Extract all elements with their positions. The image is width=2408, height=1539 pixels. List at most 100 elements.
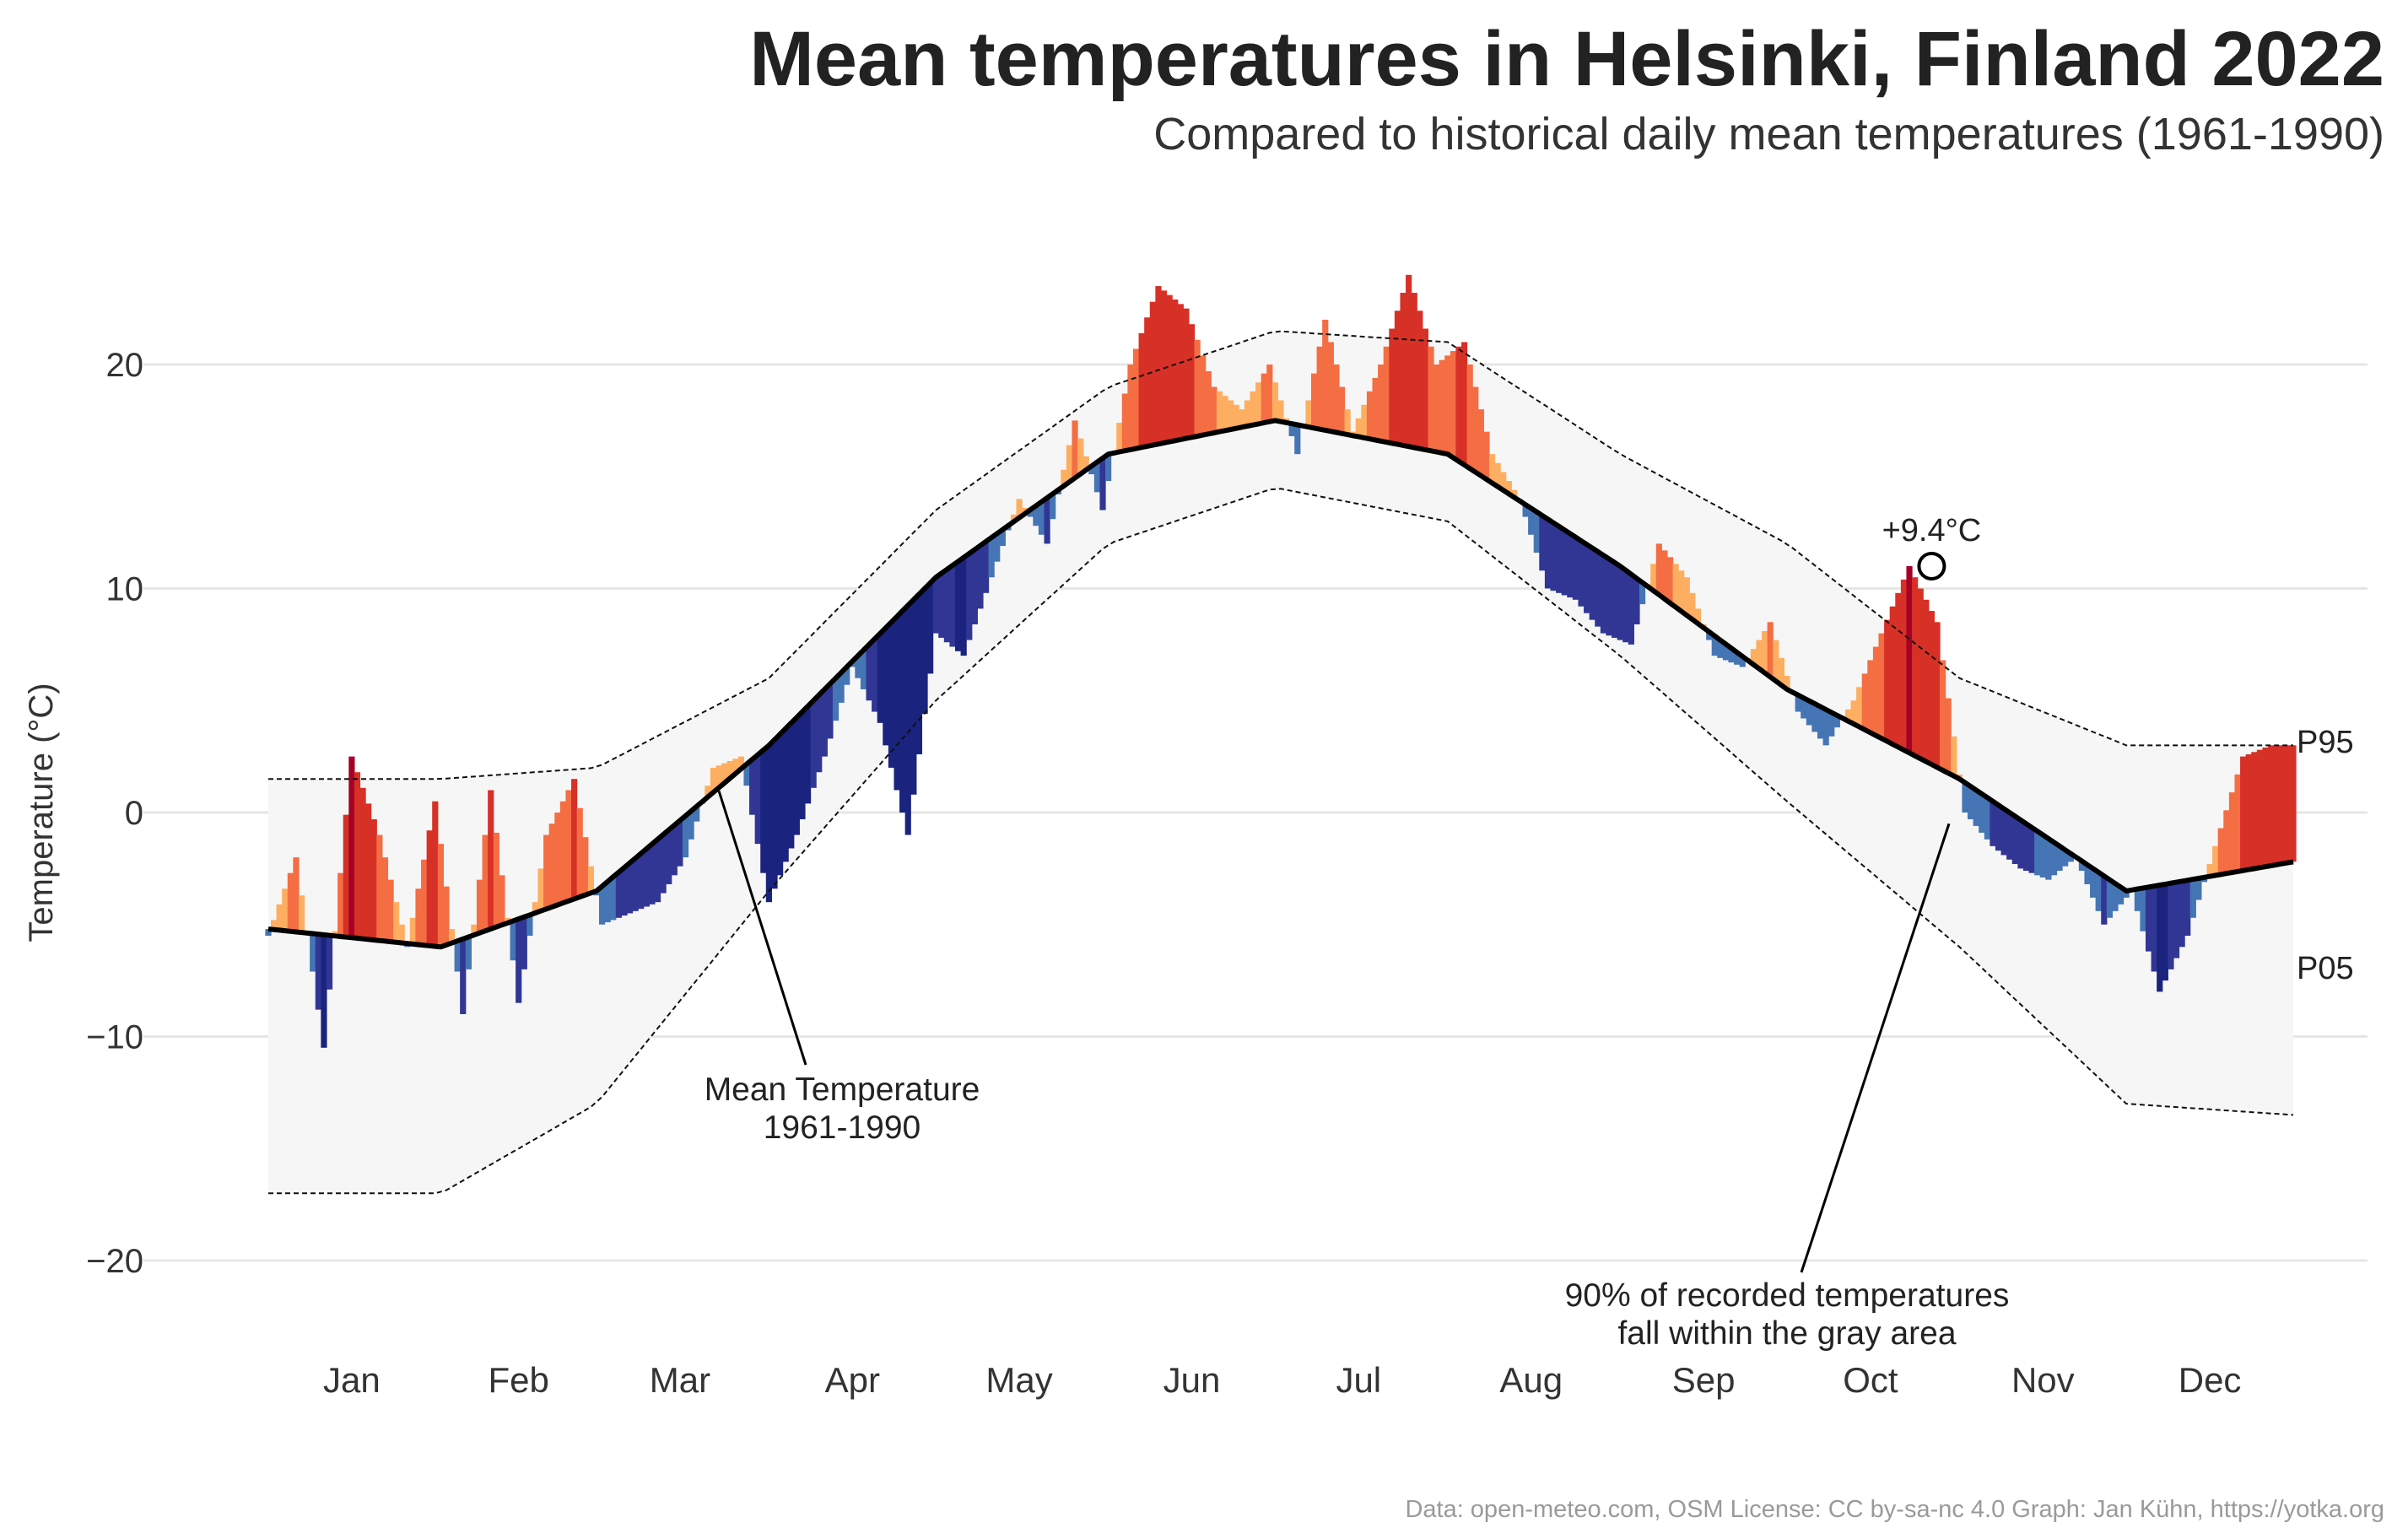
anomaly-bar (599, 886, 606, 925)
mean-annotation-label: 1961-1990 (764, 1110, 921, 1146)
anomaly-bar (1394, 310, 1401, 445)
anomaly-bar (398, 924, 405, 943)
anomaly-bar (1544, 519, 1552, 589)
anomaly-bar (415, 888, 422, 945)
anomaly-bar (660, 834, 667, 894)
anomaly-bar (1183, 308, 1190, 439)
anomaly-bar (954, 561, 962, 651)
anomaly-bar (1310, 373, 1318, 429)
anomaly-bar (1539, 515, 1546, 571)
anomaly-bar (1711, 635, 1718, 656)
anomaly-bar (1617, 565, 1623, 640)
anomaly-bar (381, 857, 389, 942)
anomaly-bar (1622, 570, 1629, 643)
mean-leader-line (717, 790, 807, 1066)
p05-label: P05 (2297, 951, 2354, 986)
anomaly-bar (326, 935, 333, 990)
anomaly-bar (1533, 511, 1540, 554)
anomaly-bar (454, 941, 461, 972)
anomaly-bar (1316, 346, 1323, 429)
anomaly-bar (1572, 537, 1579, 600)
x-tick-label: Feb (489, 1360, 549, 1400)
anomaly-bar (287, 872, 294, 932)
anomaly-bar (782, 728, 789, 862)
anomaly-bar (1505, 481, 1512, 494)
anomaly-bar (1595, 551, 1601, 627)
anomaly-bar (1650, 564, 1657, 591)
anomaly-bar (1116, 423, 1123, 452)
band-annotation-label: 90% of recorded temperatures (1565, 1277, 2010, 1314)
anomaly-bar (1216, 391, 1223, 432)
anomaly-bar (559, 801, 567, 904)
anomaly-bar (776, 734, 784, 876)
anomaly-bar (2045, 838, 2052, 880)
anomaly-bar (1728, 648, 1735, 663)
anomaly-bar (1795, 694, 1801, 712)
anomaly-bar (270, 920, 278, 930)
anomaly-bar (677, 820, 683, 867)
anomaly-bar (1099, 457, 1106, 510)
anomaly-bar (265, 929, 272, 937)
anomaly-bar (1361, 404, 1368, 438)
anomaly-bar (1483, 431, 1490, 480)
anomaly-bar (1672, 564, 1679, 608)
anomaly-bar (2140, 888, 2146, 932)
anomaly-bar (1138, 332, 1145, 448)
chart-title: Mean temperatures in Helsinki, Finland 2… (749, 16, 2384, 102)
anomaly-bar (816, 694, 823, 773)
anomaly-bar (1801, 698, 1807, 719)
anomaly-bar (988, 537, 995, 578)
anomaly-bar (855, 656, 861, 678)
anomaly-bar (1522, 505, 1529, 517)
anomaly-bar (298, 895, 305, 933)
anomaly-bar (1889, 606, 1896, 745)
anomaly-bar (1093, 462, 1101, 493)
anomaly-bar (460, 938, 467, 1014)
anomaly-bar (1366, 391, 1374, 440)
anomaly-bar (1155, 286, 1162, 445)
anomaly-bar (293, 857, 300, 932)
anomaly-bar (1188, 324, 1196, 438)
anomaly-bar (1422, 328, 1429, 451)
anomaly-bar (1734, 652, 1741, 665)
anomaly-bar (1244, 400, 1251, 427)
anomaly-bar (488, 790, 494, 929)
anomaly-bar (915, 594, 923, 754)
anomaly-bar (2279, 745, 2286, 864)
anomaly-bar (821, 688, 828, 757)
anomaly-bar (2078, 861, 2086, 872)
anomaly-bar (493, 832, 499, 927)
anomaly-bar (1833, 715, 1840, 728)
anomaly-bar (615, 872, 622, 918)
x-tick-label: Jul (1336, 1360, 1381, 1400)
anomaly-bar (1778, 657, 1785, 686)
anomaly-bar (749, 759, 756, 815)
anomaly-bar (1010, 514, 1018, 522)
anomaly-bar (432, 801, 439, 947)
anomaly-bar (2151, 886, 2157, 972)
anomaly-bar (2195, 878, 2202, 900)
anomaly-bar (2173, 882, 2180, 958)
anomaly-bar (877, 633, 883, 723)
anomaly-bar (1144, 317, 1151, 446)
anomaly-bar (1500, 472, 1507, 491)
anomaly-bar (710, 767, 717, 793)
anomaly-bar (1160, 290, 1168, 443)
anomaly-bar (1867, 660, 1874, 733)
anomaly-bar (1706, 631, 1713, 640)
anomaly-bar (899, 611, 906, 813)
anomaly-bar (548, 824, 555, 907)
anomaly-bar (1488, 454, 1496, 483)
anomaly-bar (2039, 834, 2046, 878)
anomaly-bar (1717, 640, 1724, 658)
anomaly-bar (1255, 382, 1262, 424)
anomaly-bar (643, 848, 650, 907)
anomaly-bar (1228, 400, 1234, 429)
anomaly-bar (2240, 756, 2247, 871)
anomaly-bar (1222, 396, 1228, 431)
anomaly-bar (2011, 816, 2018, 865)
anomaly-bar (1127, 364, 1134, 450)
anomaly-bar (604, 881, 611, 923)
anomaly-bar (1567, 533, 1574, 598)
anomaly-bar (1817, 706, 1824, 739)
